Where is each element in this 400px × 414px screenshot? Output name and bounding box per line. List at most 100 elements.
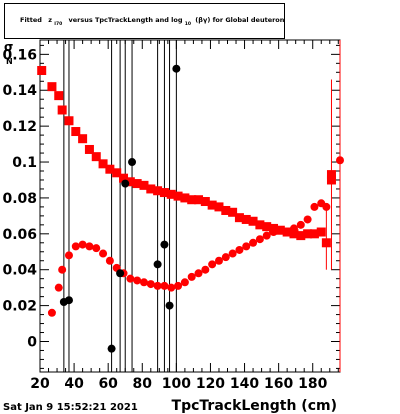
svg-text:Fitted z I70: Fitted z I70 versus TpcTrackLength and l… xyxy=(20,16,285,27)
data-point-square xyxy=(84,144,94,154)
data-point-circle xyxy=(92,244,101,253)
data-point-square xyxy=(248,216,258,226)
data-point-circle xyxy=(208,260,217,269)
data-point-square xyxy=(98,159,108,169)
data-point-square xyxy=(234,213,244,223)
data-point-circle xyxy=(139,278,148,287)
data-point-black-circle xyxy=(116,269,125,278)
data-point-square xyxy=(153,186,163,196)
data-point-circle xyxy=(85,242,94,251)
data-point-square xyxy=(112,168,122,178)
y-tick-label: 0.06 xyxy=(2,227,37,243)
data-point-black-circle xyxy=(107,344,116,353)
data-point-circle xyxy=(54,283,63,292)
data-point-circle xyxy=(47,308,56,317)
data-point-square xyxy=(207,200,217,210)
data-point-square xyxy=(241,214,251,224)
data-point-circle xyxy=(194,269,203,278)
data-point-circle xyxy=(255,235,264,244)
data-point-circle xyxy=(276,226,285,235)
data-point-circle xyxy=(160,281,169,290)
y-tick-label: 0.1 xyxy=(12,155,37,171)
data-point-square xyxy=(91,152,101,162)
data-point-square xyxy=(180,193,190,203)
x-tick-label: 80 xyxy=(133,376,153,392)
y-axis-label-marker: N xyxy=(6,57,13,66)
data-markers xyxy=(37,64,344,353)
x-axis-title: TpcTrackLength (cm) xyxy=(172,398,337,414)
data-point-square xyxy=(54,91,64,101)
data-point-black-circle xyxy=(172,64,181,73)
y-tick-label: 0 xyxy=(27,334,37,350)
data-point-circle xyxy=(221,253,230,262)
data-point-square xyxy=(71,127,81,137)
data-point-square xyxy=(47,82,57,92)
data-point-square xyxy=(139,180,149,190)
data-point-circle xyxy=(214,256,223,265)
data-point-circle xyxy=(126,274,135,283)
data-point-square xyxy=(64,116,74,126)
data-point-black-circle xyxy=(160,240,169,249)
data-point-black-circle xyxy=(128,158,137,167)
data-point-circle xyxy=(228,249,237,258)
data-point-circle xyxy=(180,278,189,287)
data-point-square xyxy=(187,195,197,205)
data-point-square xyxy=(296,231,306,241)
data-point-circle xyxy=(322,202,331,211)
x-tick-label: 100 xyxy=(162,376,191,392)
data-point-circle xyxy=(105,256,114,265)
data-point-circle xyxy=(58,265,67,274)
data-point-black-circle xyxy=(64,296,73,305)
data-point-square xyxy=(221,205,231,215)
title-text-z-subscript: I70 xyxy=(54,21,62,27)
data-point-circle xyxy=(242,242,251,251)
data-point-square xyxy=(214,202,224,212)
title-box: Fitted z I70 versus TpcTrackLength and l… xyxy=(4,3,285,39)
data-point-circle xyxy=(269,228,278,237)
data-point-circle xyxy=(174,281,183,290)
data-point-square xyxy=(78,134,88,144)
title-text-versus: versus TpcTrackLength and log xyxy=(68,16,182,24)
data-point-square xyxy=(326,170,336,180)
plot-frame xyxy=(39,39,341,373)
data-point-circle xyxy=(296,220,305,229)
data-point-black-circle xyxy=(121,179,130,188)
data-point-circle xyxy=(64,251,73,260)
data-point-circle xyxy=(310,202,319,211)
data-point-square xyxy=(200,197,210,207)
data-point-square xyxy=(303,229,313,239)
y-tick-label: 0.16 xyxy=(2,47,37,63)
y-tick-label: 0.12 xyxy=(2,119,37,135)
data-point-square xyxy=(228,207,238,217)
data-point-square xyxy=(146,184,156,194)
data-point-square xyxy=(119,173,129,183)
data-point-square xyxy=(309,229,319,239)
x-tick-label: 120 xyxy=(196,376,225,392)
x-tick-label: 60 xyxy=(98,376,118,392)
data-point-black-circle xyxy=(153,260,162,269)
data-point-circle xyxy=(78,240,87,249)
data-point-square xyxy=(57,105,67,115)
data-point-circle xyxy=(133,276,142,285)
data-point-square xyxy=(255,220,265,230)
title-text-log-subscript: 10 xyxy=(185,21,191,27)
data-point-circle xyxy=(289,224,298,233)
data-point-square xyxy=(125,177,135,187)
axis-ticks xyxy=(39,40,340,372)
data-point-circle xyxy=(167,283,176,292)
data-point-square xyxy=(159,188,169,198)
timestamp: Sat Jan 9 15:52:21 2021 xyxy=(3,402,138,413)
data-point-square xyxy=(166,189,176,199)
y-tick-label: 0.04 xyxy=(2,263,37,279)
data-point-circle xyxy=(235,245,244,254)
x-tick-label: 20 xyxy=(30,376,50,392)
data-point-square xyxy=(194,195,204,205)
data-point-square xyxy=(262,222,272,232)
data-point-square xyxy=(289,229,299,239)
title-text-fitted: Fitted xyxy=(20,16,42,24)
title-text-z: z xyxy=(48,16,52,24)
y-tick-label: 0.02 xyxy=(2,299,37,315)
data-point-circle xyxy=(146,280,155,289)
data-point-square xyxy=(132,179,142,189)
